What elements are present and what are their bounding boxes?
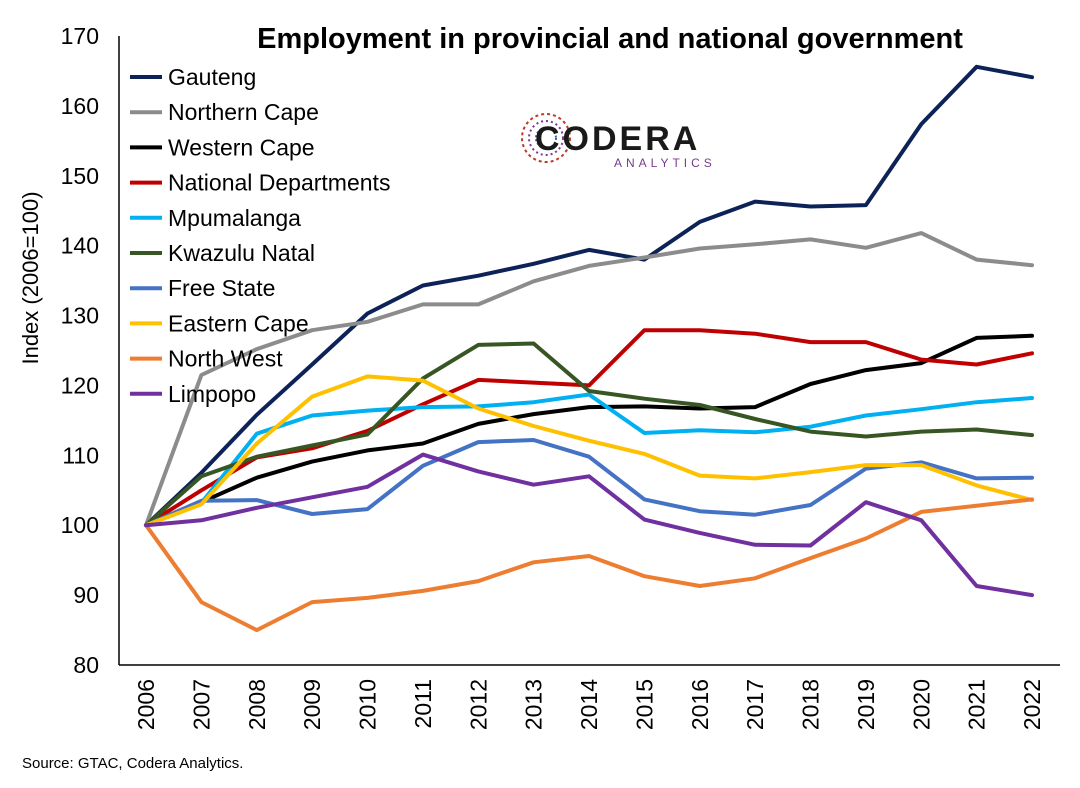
x-tick-label: 2016 <box>687 679 713 730</box>
legend: Gauteng Northern Cape Western Cape National… <box>130 64 390 407</box>
series-line-limpopo <box>144 452 1034 598</box>
y-tick-label: 140 <box>61 233 99 259</box>
y-tick-label: 130 <box>61 303 99 329</box>
x-tick-label: 2022 <box>1019 679 1045 730</box>
codera-logo: CODERA ANALYTICS <box>521 113 716 170</box>
x-tick-label: 2007 <box>188 679 214 730</box>
x-axis-ticks: 2006 2007 2008 2009 2010 2011 2012 2013 2014 2015… <box>133 679 1045 730</box>
logo-mark-icon <box>521 113 571 163</box>
legend-label: North West <box>168 346 283 372</box>
x-tick-label: 2014 <box>576 679 602 730</box>
y-tick-label: 120 <box>61 372 99 398</box>
legend-label: Free State <box>168 275 275 301</box>
x-tick-label: 2021 <box>964 679 990 730</box>
y-axis-ticks: 80 90 100 110 120 130 140 150 160 170 <box>61 23 99 678</box>
legend-label: Eastern Cape <box>168 310 309 336</box>
y-tick-label: 80 <box>73 652 99 678</box>
legend-label: Limpopo <box>168 381 256 407</box>
legend-label: Gauteng <box>168 64 256 90</box>
x-tick-label: 2019 <box>853 679 879 730</box>
series-line-gauteng <box>144 64 1034 528</box>
series-line-eastern-cape <box>144 374 1034 528</box>
legend-label: Northern Cape <box>168 99 319 125</box>
x-tick-label: 2013 <box>521 679 547 730</box>
x-tick-label: 2010 <box>355 679 381 730</box>
legend-label: Kwazulu Natal <box>168 240 315 266</box>
x-tick-label: 2015 <box>631 679 657 730</box>
x-tick-label: 2012 <box>465 679 491 730</box>
y-tick-label: 90 <box>73 582 99 608</box>
x-tick-label: 2008 <box>244 679 270 730</box>
legend-label: National Departments <box>168 170 390 196</box>
x-tick-label: 2009 <box>299 679 325 730</box>
y-tick-label: 150 <box>61 163 99 189</box>
series-line-mpumalanga <box>144 392 1034 528</box>
logo-subtitle: ANALYTICS <box>614 156 716 170</box>
x-tick-label: 2017 <box>742 679 768 730</box>
x-tick-label: 2011 <box>410 679 436 728</box>
y-tick-label: 160 <box>61 93 99 119</box>
series-lines <box>144 64 1034 633</box>
axes <box>118 36 1060 666</box>
y-tick-label: 170 <box>61 23 99 49</box>
y-axis-label: Index (2006=100) <box>18 191 43 364</box>
y-tick-label: 100 <box>61 512 99 538</box>
series-line-kwazulu-natal <box>144 341 1034 528</box>
y-tick-label: 110 <box>62 442 99 468</box>
x-tick-label: 2020 <box>908 679 934 730</box>
series-line-north-west <box>144 497 1034 633</box>
series-line-northern-cape <box>144 231 1034 528</box>
legend-label: Western Cape <box>168 134 315 160</box>
source-note: Source: GTAC, Codera Analytics. <box>22 755 243 772</box>
series-line-western-cape <box>144 333 1034 528</box>
legend-label: Mpumalanga <box>168 205 301 231</box>
series-line-national-departments <box>144 328 1034 528</box>
chart-title: Employment in provincial and national go… <box>257 23 963 55</box>
logo-wordmark: CODERA <box>535 120 700 158</box>
x-tick-label: 2006 <box>133 679 159 730</box>
x-tick-label: 2018 <box>798 679 824 730</box>
